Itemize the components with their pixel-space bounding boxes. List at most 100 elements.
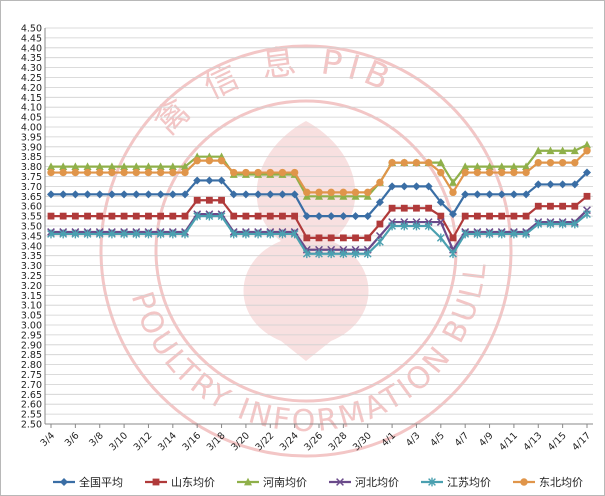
data-point — [327, 212, 336, 221]
data-point — [242, 229, 250, 239]
y-tick-label: 2.50 — [21, 420, 42, 431]
data-point — [145, 212, 152, 220]
legend-item: 河北均价 — [329, 476, 399, 489]
y-tick-label: 4.15 — [21, 93, 42, 104]
y-tick-label: 2.60 — [21, 400, 42, 411]
data-point — [558, 158, 567, 167]
data-point — [473, 212, 481, 220]
data-point — [400, 158, 408, 167]
data-point — [339, 188, 348, 197]
data-point — [108, 212, 116, 220]
data-point — [47, 212, 55, 220]
data-point — [510, 168, 518, 177]
data-point — [461, 190, 470, 199]
data-point — [413, 204, 420, 212]
data-point — [497, 190, 506, 199]
data-point — [583, 209, 591, 219]
y-tick-label: 3.15 — [21, 291, 42, 302]
data-point — [388, 158, 396, 167]
y-tick-label: 3.70 — [21, 182, 42, 193]
data-point — [400, 182, 409, 191]
data-point — [486, 212, 493, 220]
data-point — [144, 162, 153, 170]
data-point — [363, 249, 372, 259]
data-point — [242, 168, 250, 177]
data-point — [485, 229, 494, 239]
data-point — [193, 196, 201, 204]
legend-marker — [520, 478, 528, 486]
data-point — [132, 229, 141, 239]
data-point — [449, 178, 457, 186]
data-point — [522, 162, 531, 170]
data-point — [437, 212, 445, 220]
data-point — [279, 212, 286, 220]
data-point — [425, 204, 433, 212]
data-point — [327, 234, 335, 242]
x-tick-label: 3/20 — [229, 430, 252, 453]
y-tick-label: 3.85 — [21, 152, 42, 163]
data-point — [522, 212, 530, 220]
data-point — [132, 168, 140, 177]
data-point — [71, 162, 80, 170]
data-point — [168, 229, 177, 239]
data-point — [546, 180, 555, 189]
series-layer — [47, 140, 591, 259]
data-point — [400, 221, 409, 231]
x-tick-label: 3/4 — [39, 430, 58, 449]
data-point — [83, 229, 92, 239]
y-tick-label: 3.10 — [21, 301, 42, 312]
x-tick-label: 3/8 — [87, 430, 106, 449]
y-tick-label: 3.40 — [21, 241, 42, 252]
data-point — [315, 234, 323, 242]
data-point — [168, 162, 177, 170]
y-tick-label: 2.80 — [21, 360, 42, 371]
data-point — [364, 188, 372, 197]
data-point — [157, 212, 165, 220]
data-point — [71, 212, 79, 220]
data-point — [205, 211, 214, 221]
y-tick-label: 4.00 — [21, 123, 42, 134]
data-point — [571, 158, 579, 167]
data-point — [254, 229, 262, 239]
y-tick-label: 3.45 — [21, 231, 42, 242]
legend-label: 东北均价 — [539, 476, 583, 489]
series-2 — [47, 192, 591, 242]
data-point — [339, 249, 348, 259]
data-point — [83, 162, 92, 170]
chart-grid — [45, 27, 593, 425]
legend-label: 河南均价 — [263, 476, 307, 489]
data-point — [241, 190, 250, 199]
y-tick-label: 3.55 — [21, 212, 42, 223]
legend-item: 江苏均价 — [421, 476, 491, 489]
data-point — [83, 168, 92, 177]
data-point — [522, 190, 531, 199]
data-point — [302, 212, 311, 221]
data-point — [412, 221, 421, 231]
data-point — [254, 190, 263, 199]
data-point — [437, 168, 445, 177]
series-1 — [47, 168, 591, 221]
y-tick-label: 3.35 — [21, 251, 42, 262]
data-point — [303, 234, 311, 242]
data-point — [266, 229, 275, 239]
data-point — [412, 158, 421, 167]
data-point — [290, 168, 299, 177]
data-point — [558, 146, 567, 155]
data-point — [193, 156, 201, 165]
data-point — [351, 188, 360, 197]
data-point — [156, 168, 165, 177]
y-tick-label: 4.25 — [21, 73, 42, 84]
data-point — [534, 180, 543, 189]
legend-item: 河南均价 — [237, 476, 307, 489]
data-point — [120, 168, 128, 177]
data-point — [376, 220, 384, 228]
data-point — [352, 234, 359, 242]
data-point — [205, 156, 214, 165]
data-point — [534, 146, 543, 155]
data-point — [71, 168, 80, 177]
data-point — [254, 212, 262, 220]
legend-label: 山东均价 — [171, 476, 215, 489]
x-tick-label: 3/30 — [351, 430, 374, 453]
